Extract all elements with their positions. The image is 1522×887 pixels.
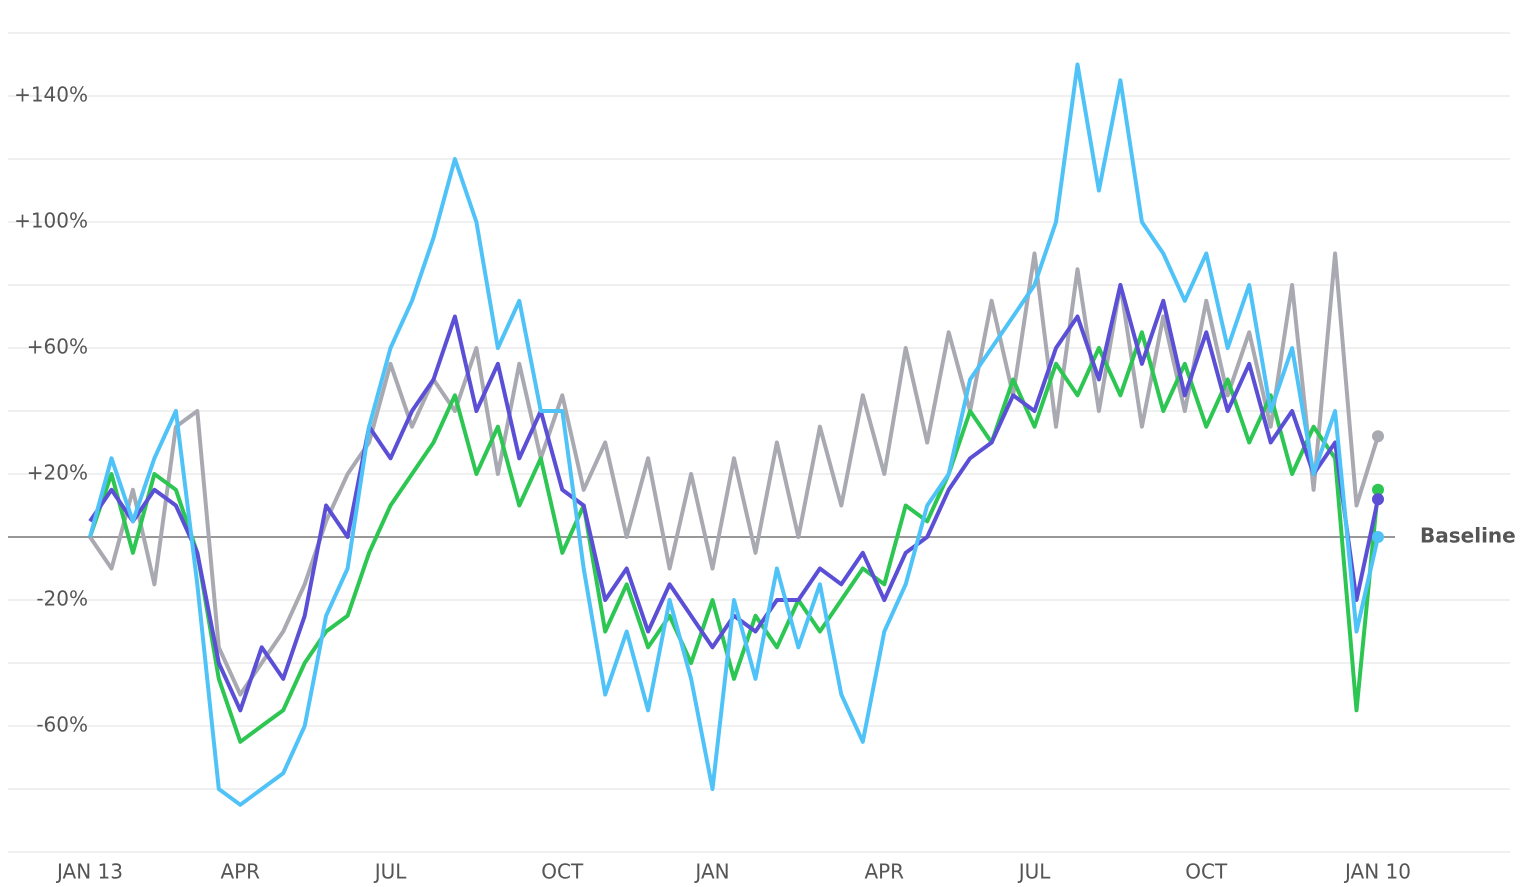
series-line [88,330,1380,744]
y-tick-label: +20% [27,461,88,485]
series-line [88,283,1380,713]
x-tick-label: APR [220,860,260,884]
y-tick-label: +60% [27,335,88,359]
x-tick-label: OCT [1185,860,1228,884]
end-dot [1372,430,1384,443]
x-tick-label: APR [864,860,904,884]
series-line [88,251,1380,697]
y-tick-label: +140% [14,83,88,107]
end-dot [1372,483,1384,496]
baseline-label: Baseline [1420,524,1516,548]
end-dot [1372,531,1384,543]
end-dot [1372,493,1384,506]
x-tick-label: JAN 10 [1343,860,1411,884]
x-tick-label: JUL [373,860,408,884]
y-tick-label: -60% [36,713,88,737]
x-tick-label: JAN 13 [55,860,123,884]
x-tick-label: JAN [693,860,729,884]
series-line [88,62,1380,807]
x-tick-label: JUL [1017,860,1052,884]
x-tick-label: OCT [541,860,584,884]
y-tick-label: -20% [36,587,88,611]
y-tick-label: +100% [14,209,88,233]
